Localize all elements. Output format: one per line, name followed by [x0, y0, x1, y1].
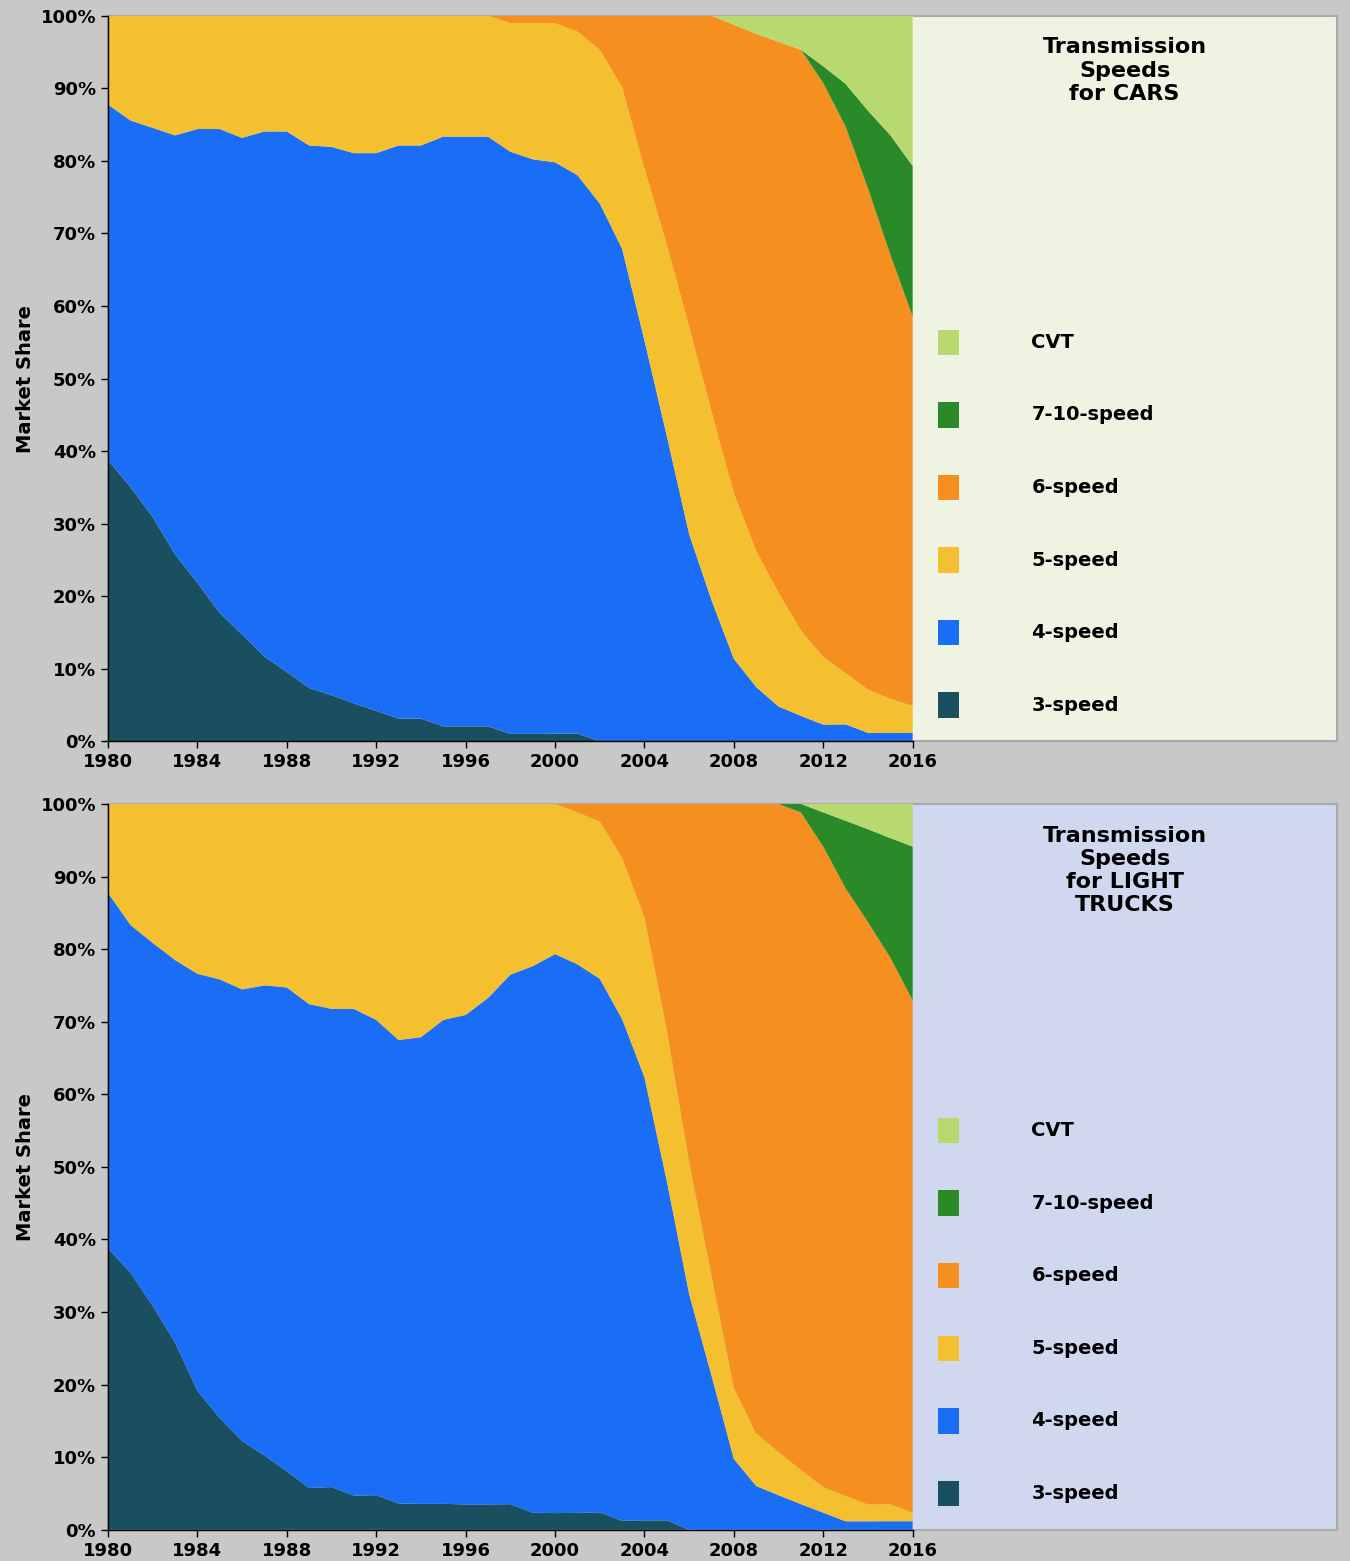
Text: 6-speed: 6-speed — [1031, 1266, 1119, 1285]
Text: 5-speed: 5-speed — [1031, 1339, 1119, 1358]
Text: 7-10-speed: 7-10-speed — [1031, 1194, 1154, 1213]
FancyBboxPatch shape — [938, 1263, 958, 1288]
Text: Transmission
Speeds
for LIGHT
TRUCKS: Transmission Speeds for LIGHT TRUCKS — [1042, 826, 1207, 915]
Text: 4-speed: 4-speed — [1031, 1411, 1119, 1430]
FancyBboxPatch shape — [938, 1191, 958, 1216]
FancyBboxPatch shape — [938, 548, 958, 573]
Text: CVT: CVT — [1031, 1121, 1075, 1140]
Text: 5-speed: 5-speed — [1031, 551, 1119, 570]
Text: 3-speed: 3-speed — [1031, 1485, 1119, 1503]
Y-axis label: Market Share: Market Share — [16, 1093, 35, 1241]
Text: CVT: CVT — [1031, 332, 1075, 351]
Y-axis label: Market Share: Market Share — [16, 304, 35, 453]
FancyBboxPatch shape — [938, 1336, 958, 1361]
Text: Transmission
Speeds
for CARS: Transmission Speeds for CARS — [1042, 37, 1207, 103]
FancyBboxPatch shape — [938, 329, 958, 354]
FancyBboxPatch shape — [938, 1408, 958, 1433]
FancyBboxPatch shape — [938, 693, 958, 718]
FancyBboxPatch shape — [938, 620, 958, 645]
Text: 6-speed: 6-speed — [1031, 478, 1119, 496]
FancyBboxPatch shape — [938, 1481, 958, 1506]
FancyBboxPatch shape — [938, 475, 958, 500]
Text: 4-speed: 4-speed — [1031, 623, 1119, 642]
FancyBboxPatch shape — [938, 1118, 958, 1143]
Text: 3-speed: 3-speed — [1031, 696, 1119, 715]
FancyBboxPatch shape — [938, 403, 958, 428]
Text: 7-10-speed: 7-10-speed — [1031, 406, 1154, 425]
